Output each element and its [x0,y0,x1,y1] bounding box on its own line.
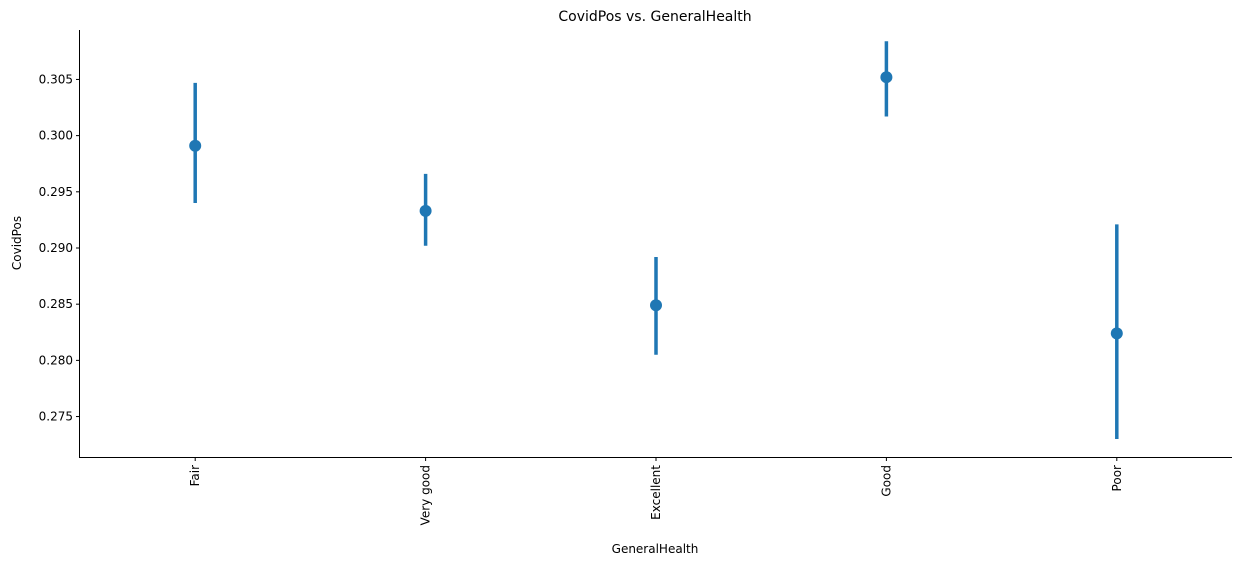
y-tick-label: 0.295 [39,185,73,199]
x-tick-label: Very good [419,465,433,525]
y-tick-label: 0.280 [39,353,73,367]
y-tick-label: 0.275 [39,410,73,424]
plot-marks [189,41,1123,440]
x-axis-ticks: Fair Very good Excellent Good Poor [188,457,1124,525]
y-tick-label: 0.285 [39,297,73,311]
x-tick-label: Good [879,465,893,497]
data-point [1110,327,1123,340]
data-point [189,139,202,152]
y-axis-ticks: 0.275 0.280 0.285 0.290 0.295 0.300 0.305 [39,72,80,424]
y-tick-label: 0.300 [39,129,73,143]
x-tick-label: Poor [1110,465,1124,491]
x-tick-label: Excellent [649,465,663,520]
x-axis-label: GeneralHealth [612,542,699,556]
chart-title: CovidPos vs. GeneralHealth [558,9,751,25]
data-point [880,71,893,84]
y-tick-label: 0.305 [39,72,73,86]
data-point [650,299,662,312]
x-tick-label: Fair [188,465,202,486]
y-axis-label: CovidPos [10,216,24,270]
data-point [419,204,432,217]
y-tick-label: 0.290 [39,241,73,255]
